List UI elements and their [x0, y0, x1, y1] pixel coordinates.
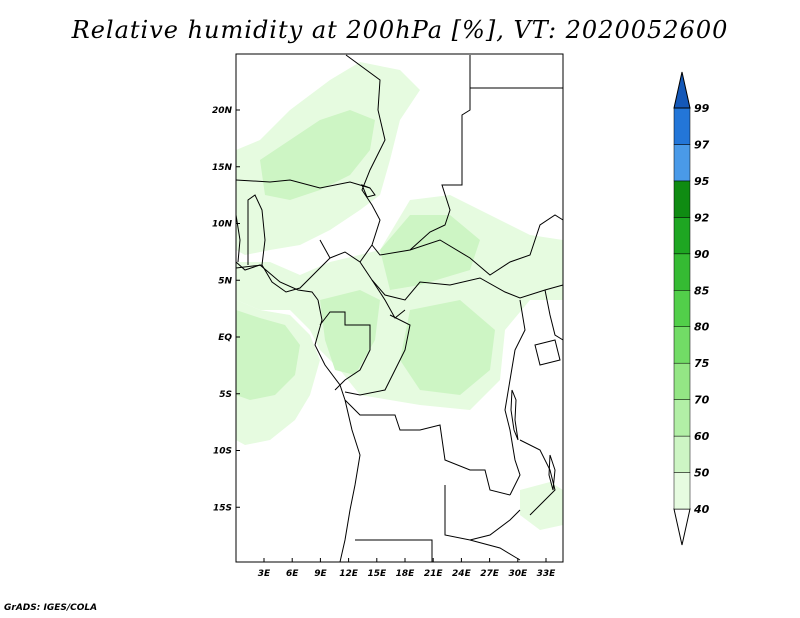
colorbar-label: 50: [694, 467, 710, 480]
colorbar-band: [673, 217, 691, 255]
border-car-drc: [371, 277, 564, 301]
colorbar-label: 85: [694, 284, 710, 297]
lat-tick-label: 15S: [213, 503, 232, 513]
border-libya-chad: [345, 54, 386, 263]
lake-malawi: [548, 454, 556, 491]
lakes: [361, 184, 561, 491]
border-zambia-south: [469, 539, 521, 561]
lat-tick-label: 5N: [218, 276, 232, 286]
colorbar-upper-triangle: [673, 71, 691, 109]
colorbar-label: 70: [694, 394, 710, 407]
colorbar-label: 60: [694, 430, 710, 443]
lon-tick-label: 9E: [314, 569, 327, 579]
colorbar-band: [673, 326, 691, 364]
colorbar-band: [673, 253, 691, 291]
border-sudan-southsudan: [409, 214, 564, 276]
border-angola-zambia: [444, 485, 521, 541]
map-frame: [235, 53, 564, 563]
colorbar-band: [673, 435, 691, 473]
lon-tick-label: 33E: [537, 569, 557, 579]
lake-tanganyika: [510, 389, 519, 441]
border-coast-angola: [339, 399, 361, 563]
lon-tick-label: 18E: [396, 569, 416, 579]
border-drc-angola: [344, 399, 511, 496]
colorbar-label: 95: [694, 175, 710, 188]
colorbar-label: 92: [694, 211, 710, 224]
longitude-axis: 3E 6E 9E 12E 15E 18E 21E 24E 27E 30E 33E: [258, 558, 556, 579]
lat-tick-label: 20N: [212, 106, 233, 116]
lon-tick-label: 12E: [339, 569, 359, 579]
lon-tick-label: 30E: [508, 569, 528, 579]
colorbar-lower-triangle: [673, 508, 691, 546]
colorbar-label: 99: [694, 102, 710, 115]
border-gabon-coast: [314, 299, 346, 401]
lake-victoria: [534, 339, 561, 366]
lat-tick-label: 5S: [219, 390, 232, 400]
colorbar-label: 97: [694, 138, 710, 151]
colorbar-band: [673, 362, 691, 400]
humidity-field-central-mid: [380, 215, 480, 290]
lon-tick-label: 15E: [367, 569, 387, 579]
humidity-field-basin-mid: [400, 300, 495, 395]
latitude-axis: 20N 15N 10N 5N EQ 5S 10S 15S: [212, 106, 240, 513]
country-borders: [235, 54, 564, 563]
colorbar-band: [673, 290, 691, 327]
lat-tick-label: 10N: [212, 220, 233, 230]
border-westafrica-coast: [235, 261, 319, 301]
humidity-field-east: [520, 482, 563, 530]
humidity-field-west-mid: [236, 310, 300, 400]
colorbar-band: [673, 144, 691, 182]
colorbar-label: 75: [694, 357, 710, 370]
humidity-fields: [236, 62, 563, 530]
lat-tick-label: 15N: [212, 163, 233, 173]
lon-tick-label: 3E: [258, 569, 271, 579]
lon-tick-label: 27E: [480, 569, 500, 579]
border-drc-east: [504, 299, 526, 496]
lake-chad: [361, 184, 376, 198]
border-egypt-sudan: [371, 55, 471, 256]
border-congo-drc: [344, 314, 411, 396]
colorbar-label: 80: [694, 321, 710, 334]
lat-tick-label: 10S: [213, 447, 232, 457]
border-niger-nigeria: [235, 179, 371, 189]
border-congo-gabon: [319, 311, 371, 391]
colorbar: 40 50 60 70 75 80 85 90 92 95 97 99: [673, 71, 710, 546]
lon-tick-label: 6E: [286, 569, 299, 579]
colorbar-band: [673, 472, 691, 510]
lon-tick-label: 24E: [452, 569, 472, 579]
border-uganda-kenya: [544, 289, 564, 341]
humidity-field-north-mid: [260, 110, 375, 200]
colorbar-label: 90: [694, 248, 710, 261]
lon-tick-label: 21E: [424, 569, 444, 579]
border-tanzania: [519, 439, 556, 516]
border-benin-togo: [247, 194, 266, 266]
colorbar-band: [673, 399, 691, 437]
humidity-field-gabon: [320, 290, 380, 375]
lat-tick-label: EQ: [218, 333, 232, 343]
border-angola-namibia: [355, 539, 433, 562]
grads-credit: GrADS: IGES/COLA: [4, 603, 98, 613]
colorbar-band: [673, 107, 691, 145]
colorbar-band: [673, 180, 691, 218]
chart-title: Relative humidity at 200hPa [%], VT: 202…: [71, 16, 729, 44]
colorbar-label: 40: [693, 503, 710, 516]
